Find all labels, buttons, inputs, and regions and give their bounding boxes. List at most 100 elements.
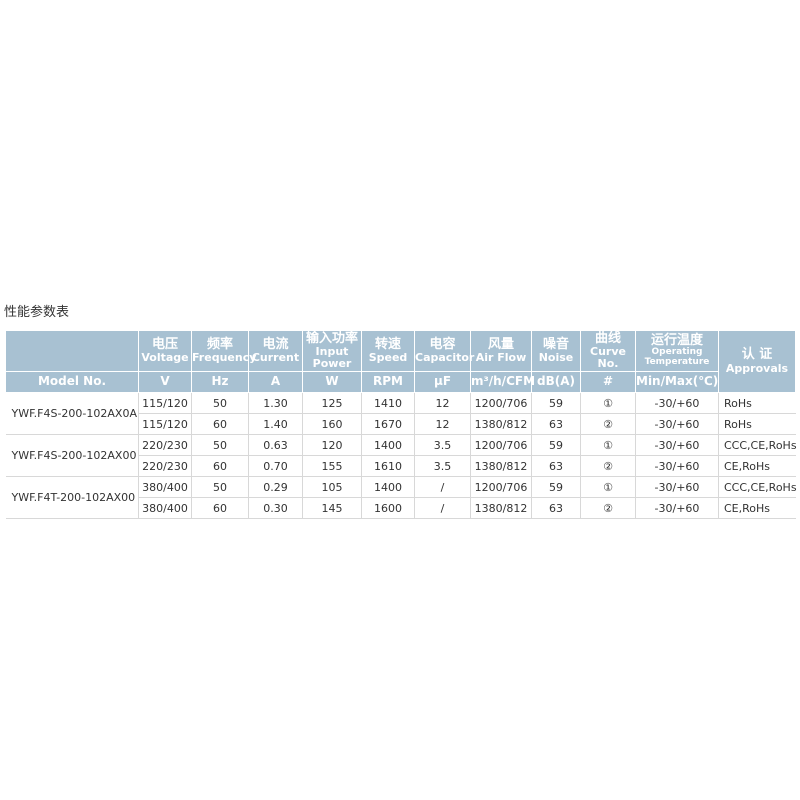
- data-cell: 120: [302, 434, 362, 456]
- data-cell: -30/+60: [635, 434, 719, 456]
- header-en: Frequency: [192, 351, 257, 365]
- data-row: YWF.F4S-200-102AX0A 115/120 50 1.30 125 1410 1…: [5, 392, 796, 435]
- data-cell: -30/+60: [635, 392, 719, 414]
- header-zh: 转速: [374, 336, 401, 352]
- data-cell: 220/230: [138, 434, 192, 456]
- model-cell: YWF.F4S-200-102AX00: [5, 434, 139, 477]
- data-cell: 3.5: [414, 434, 471, 456]
- unit-cell: Model No.: [5, 371, 139, 393]
- data-cell: 155: [302, 455, 362, 477]
- header-en: Input Power: [312, 345, 352, 371]
- header-zh: 电容: [429, 336, 456, 352]
- page-title: 性能参数表: [4, 305, 70, 320]
- header-en: Approvals: [725, 361, 789, 375]
- data-cell: ①: [580, 476, 636, 498]
- data-cell: 1400: [361, 434, 415, 456]
- data-cell: RoHs: [718, 392, 796, 414]
- data-row: YWF.F4S-200-102AX00 220/230 50 0.63 120 1400 3…: [5, 434, 797, 477]
- data-cell: 60: [191, 455, 249, 477]
- data-cell: /: [414, 497, 471, 519]
- header-cell: 电流 Current: [248, 330, 303, 372]
- header-cell: 输入功率 Input Power: [302, 330, 362, 372]
- header-en: Current: [251, 351, 300, 365]
- data-cell: 60: [191, 497, 249, 519]
- unit-cell: dB(A): [531, 371, 581, 393]
- data-row: 220/230 60 0.70 155 1610 3.5 1380/812 63 ② -30/+6…: [6, 455, 796, 477]
- model-cell: YWF.F4S-200-102AX0A: [5, 392, 139, 435]
- data-cell: -30/+60: [635, 476, 719, 498]
- data-cell: 0.63: [248, 434, 303, 456]
- data-cell: 63: [531, 497, 581, 519]
- unit-cell: Hz: [191, 371, 249, 393]
- header-zh: 电流: [262, 336, 289, 352]
- header-zh: 曲线: [594, 330, 621, 346]
- data-cell: 63: [531, 455, 581, 477]
- data-cell: 1380/812: [470, 413, 532, 435]
- header-cell: 风量 Air Flow: [470, 330, 532, 372]
- data-cell: 60: [191, 413, 249, 435]
- data-cell: CCC,CE,RoHs: [718, 476, 797, 498]
- header-zh: 认 证: [741, 347, 773, 363]
- data-cell: 1200/706: [470, 476, 532, 498]
- header-cell: 噪音 Noise: [531, 330, 581, 372]
- data-cell: 59: [531, 476, 581, 498]
- data-cell: 50: [191, 476, 249, 498]
- unit-cell: m³/h/CFM: [470, 371, 535, 393]
- header-cell: 认 证 Approvals: [718, 330, 796, 393]
- header-cell: 频率 Frequency: [191, 330, 257, 372]
- data-cell: ①: [580, 392, 636, 414]
- header-zh: 风量: [487, 336, 514, 352]
- header-zh: 电压: [151, 336, 178, 352]
- data-cell: 380/400: [138, 476, 192, 498]
- data-cell: 1.30: [248, 392, 303, 414]
- data-cell: 160: [302, 413, 362, 435]
- data-cell: 59: [531, 434, 581, 456]
- data-cell: /: [414, 476, 471, 498]
- unit-cell: A: [248, 371, 303, 393]
- data-row: YWF.F4T-200-102AX00 380/400 50 0.29 105 1400/…: [5, 476, 797, 519]
- data-cell: CCC,CE,RoHs: [718, 434, 797, 456]
- data-cell: 145: [302, 497, 362, 519]
- unit-cell: μF: [414, 371, 471, 393]
- header-cell: 运行温度 Operating Temperature: [635, 330, 719, 372]
- header-en: Voltage: [141, 351, 189, 365]
- data-cell: ②: [580, 413, 636, 435]
- data-row: 115/120 60 1.40 160 1670 12 1380/812 63 ② -30/+60…: [6, 413, 796, 435]
- header-zh: 频率: [206, 336, 233, 352]
- data-cell: -30/+60: [635, 413, 719, 435]
- data-cell: 220/230: [138, 455, 192, 477]
- data-cell: 3.5: [414, 455, 471, 477]
- data-cell: 59: [531, 392, 581, 414]
- data-cell: 125: [302, 392, 362, 414]
- data-cell: 1610: [361, 455, 415, 477]
- data-cell: 1380/812: [470, 497, 532, 519]
- data-cell: 1380/812: [470, 455, 532, 477]
- model-cell: YWF.F4T-200-102AX00: [5, 476, 139, 519]
- data-cell: 105: [302, 476, 362, 498]
- header-zh: 运行温度: [650, 332, 703, 348]
- header-en: Curve No.: [590, 345, 626, 371]
- header-zh: 噪音: [542, 336, 569, 352]
- data-cell: 380/400: [138, 497, 192, 519]
- data-cell: -30/+60: [635, 497, 719, 519]
- header-en: Capacitor: [415, 351, 475, 365]
- data-cell: 0.30: [248, 497, 303, 519]
- data-row: 380/400 60 0.30 145 1600/1380/812 63 ② -30/+60 C…: [6, 497, 796, 519]
- header-cell: [5, 330, 139, 372]
- header-cell: 电压 Voltage: [138, 330, 192, 372]
- data-cell: 0.70: [248, 455, 303, 477]
- spec-table: 电压 Voltage 频率 Frequency 电流 Current 输入功率 Input P…: [5, 330, 797, 519]
- header-zh: 输入功率: [305, 330, 358, 346]
- data-cell: ②: [580, 455, 636, 477]
- data-cell: 1410: [361, 392, 415, 414]
- unit-cell: V: [138, 371, 192, 393]
- header-cell: 转速 Speed: [361, 330, 415, 372]
- header-row: 电压 Voltage 频率 Frequency 电流 Current 输入功率 Input P…: [5, 330, 796, 393]
- header-en: Noise: [538, 351, 574, 365]
- data-cell: 1600: [361, 497, 415, 519]
- unit-cell: RPM: [361, 371, 415, 393]
- data-cell: 1400: [361, 476, 415, 498]
- data-cell: 50: [191, 392, 249, 414]
- data-cell: -30/+60: [635, 455, 719, 477]
- header-cell: 电容 Capacitor: [414, 330, 475, 372]
